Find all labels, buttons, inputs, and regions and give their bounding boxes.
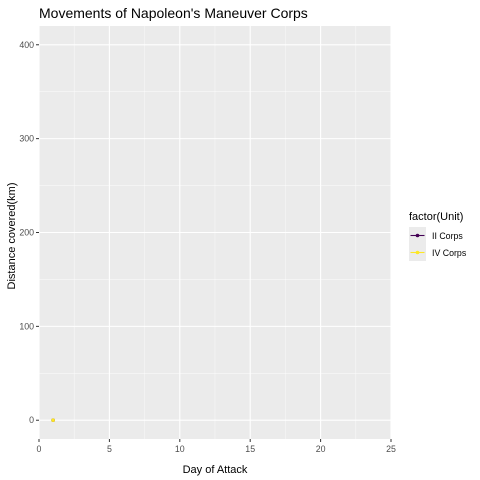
- legend-label: II Corps: [432, 231, 463, 241]
- y-tick-label: 300: [19, 134, 34, 144]
- x-axis: 0 5 10 15 20 25: [37, 439, 396, 454]
- y-tick-label: 200: [19, 228, 34, 238]
- x-tick-label: 20: [316, 444, 326, 454]
- x-tick-label: 5: [107, 444, 112, 454]
- x-tick-label: 25: [386, 444, 396, 454]
- x-axis-title: Day of Attack: [183, 464, 248, 476]
- data-point: [51, 418, 55, 423]
- legend-label: IV Corps: [432, 248, 467, 258]
- chart-title: Movements of Napoleon's Maneuver Corps: [39, 5, 308, 21]
- legend-title: factor(Unit): [409, 211, 463, 223]
- x-tick-label: 0: [37, 444, 42, 454]
- x-tick-label: 10: [175, 444, 185, 454]
- y-tick-label: 400: [19, 40, 34, 50]
- y-tick-label: 0: [29, 415, 34, 425]
- legend-key-point: [415, 233, 420, 238]
- legend-key-point: [415, 250, 420, 255]
- y-tick-label: 100: [19, 321, 34, 331]
- series-layer: [51, 418, 55, 423]
- legend: factor(Unit) II Corps IV Corps: [409, 211, 467, 261]
- x-tick-label: 15: [245, 444, 255, 454]
- y-axis-title: Distance covered(km): [6, 183, 18, 290]
- y-axis: 0 100 200 300 400: [19, 40, 39, 425]
